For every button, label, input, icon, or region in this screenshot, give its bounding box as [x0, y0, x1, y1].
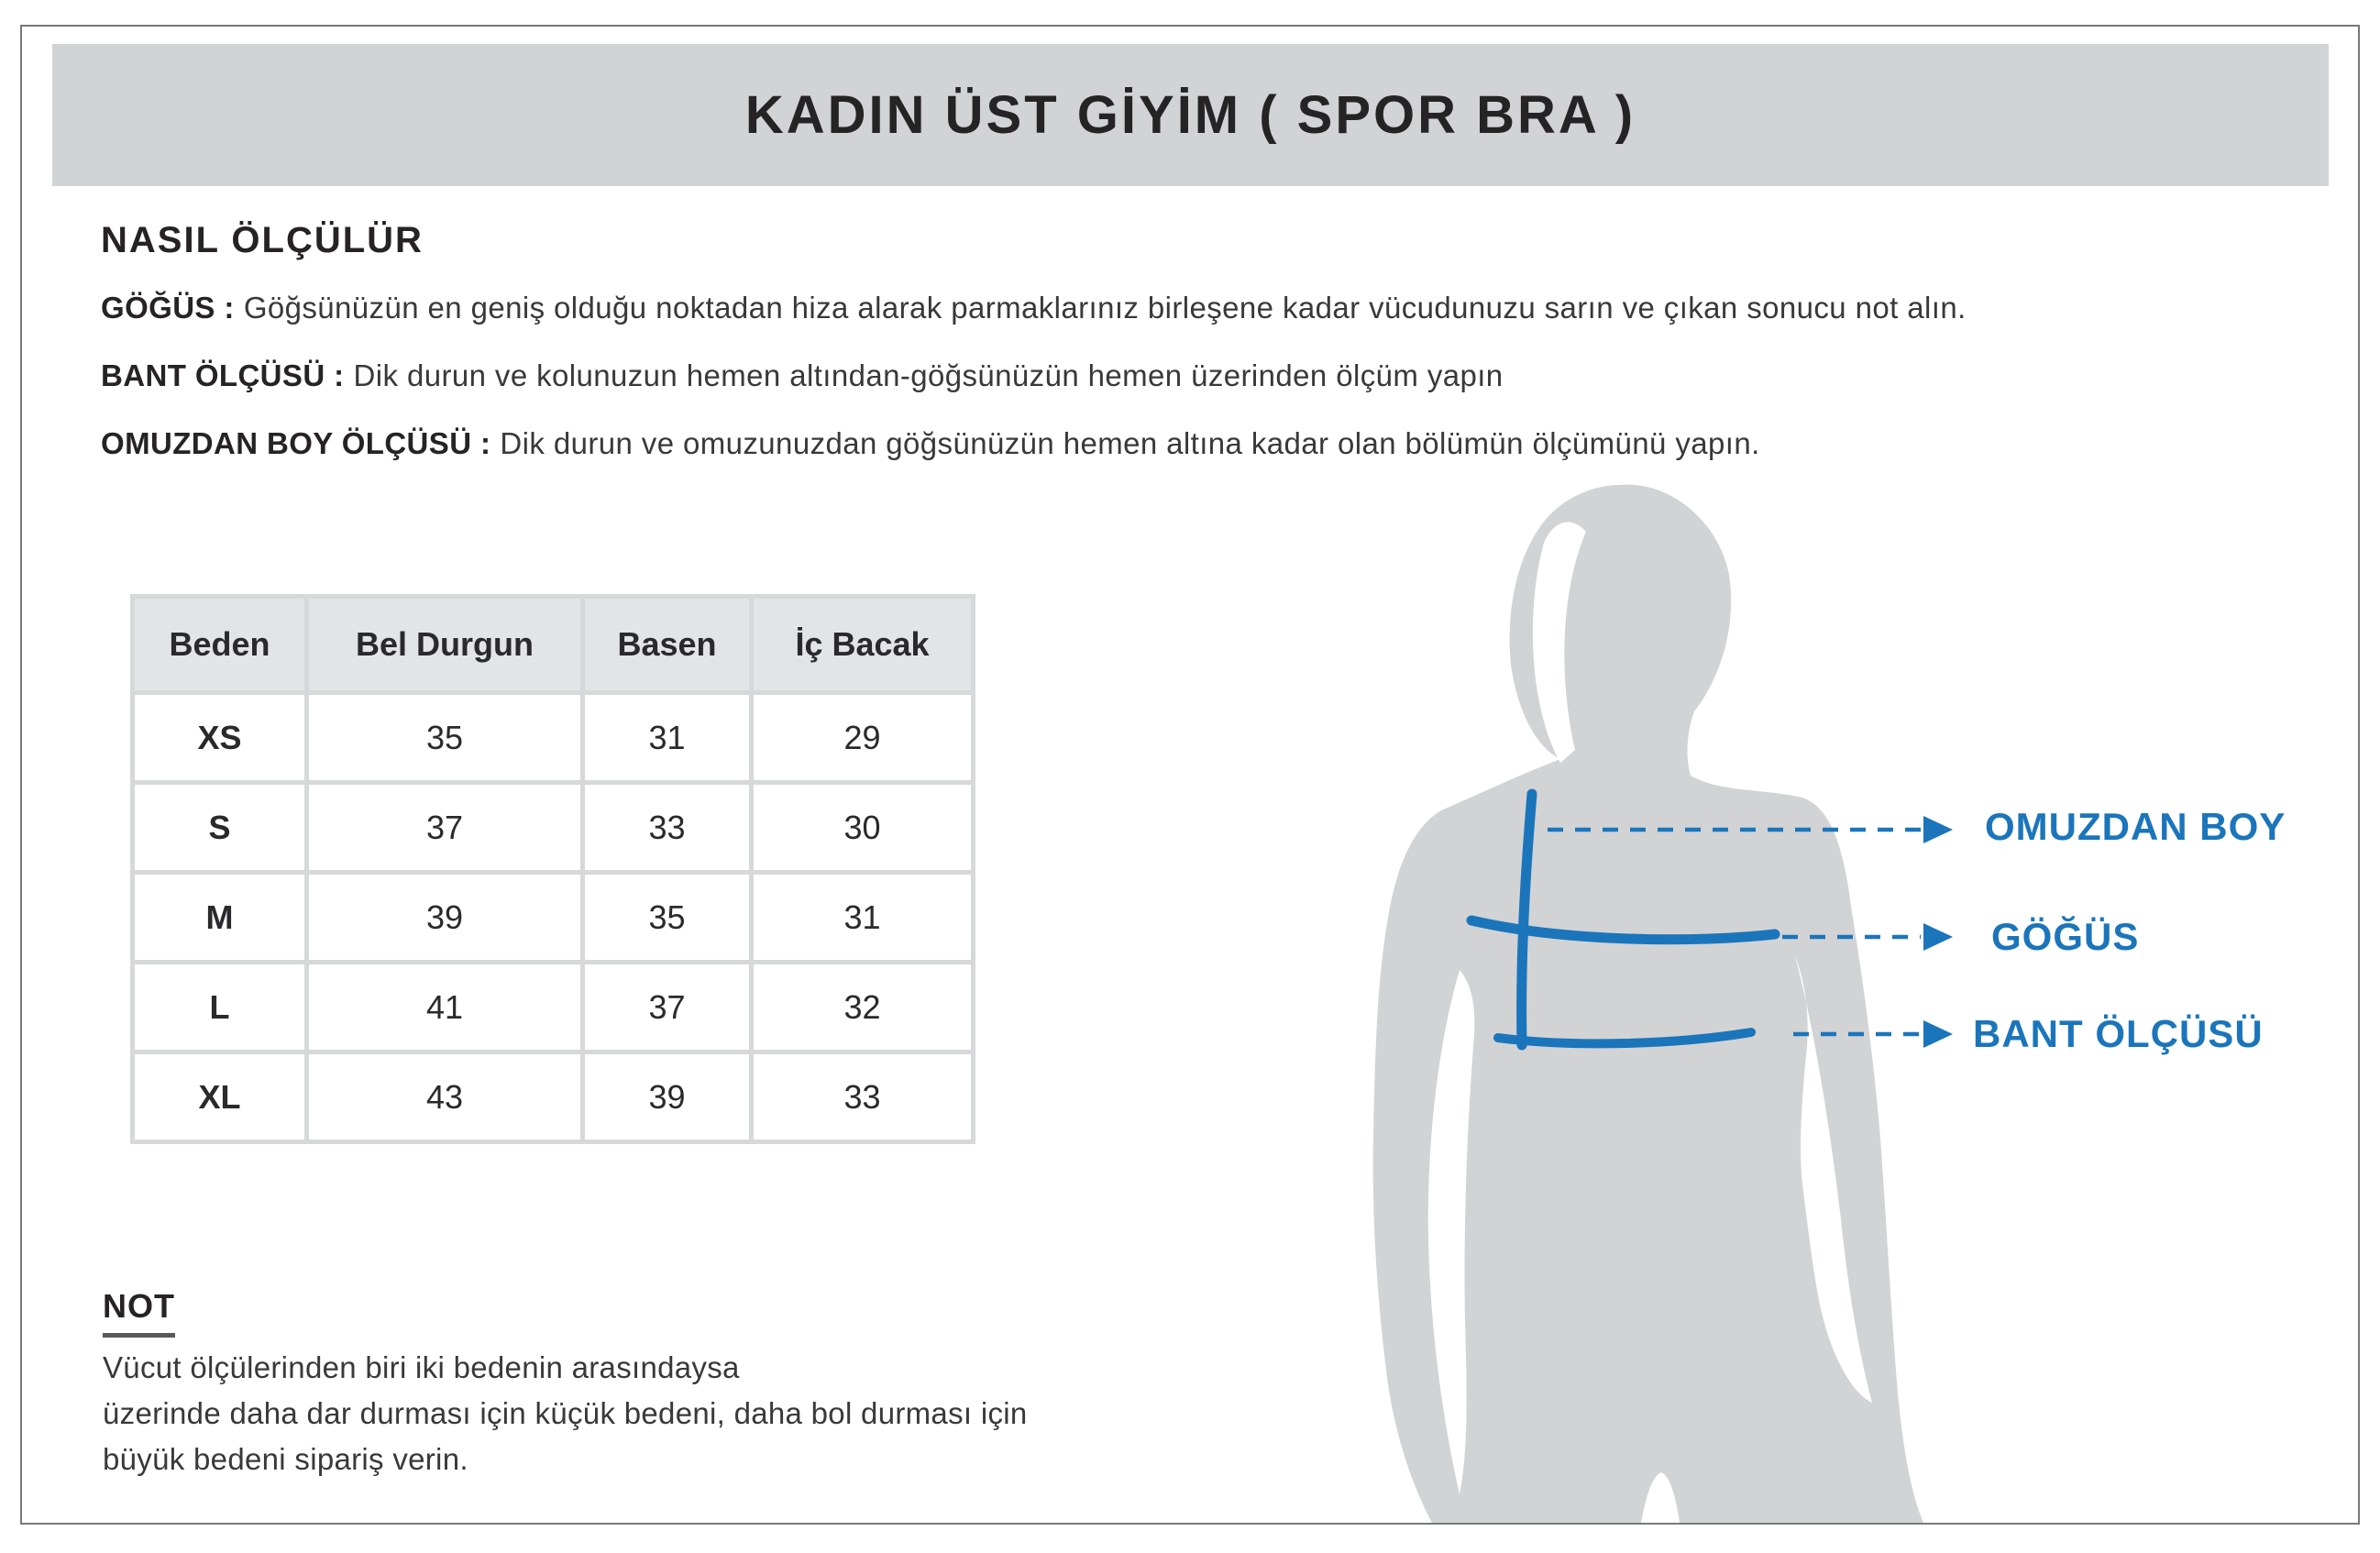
col-header-basen: Basen: [585, 599, 749, 690]
value-cell: 31: [754, 875, 971, 960]
label-gogus: GÖĞÜS: [1991, 915, 2140, 958]
instruction-band: BANT ÖLÇÜSÜ : Dik durun ve kolunuzun heme…: [101, 354, 2319, 398]
instruction-shoulder-length: OMUZDAN BOY ÖLÇÜSÜ : Dik durun ve omuzunu…: [101, 422, 2319, 466]
note-line: büyük bedeni sipariş verin.: [103, 1442, 468, 1476]
note-section: NOT Vücut ölçülerinden biri iki bedenin …: [103, 1287, 1386, 1482]
gogus-arrowhead: [1923, 923, 1953, 951]
value-cell: 43: [309, 1054, 580, 1140]
band-line: [1493, 1028, 1756, 1049]
size-cell: M: [135, 875, 304, 960]
value-cell: 39: [585, 1054, 749, 1140]
table-row: XS 35 31 29: [135, 695, 971, 780]
table-row: XL 43 39 33: [135, 1054, 971, 1140]
bant-olcusu-arrowhead: [1923, 1020, 1953, 1048]
table-row: S 37 33 30: [135, 785, 971, 870]
hair-gap-cutout: [1532, 522, 1586, 763]
note-line: Vücut ölçülerinden biri iki bedenin aras…: [103, 1350, 740, 1384]
label-bant-olcusu: BANT ÖLÇÜSÜ: [1973, 1012, 2264, 1055]
value-cell: 31: [585, 695, 749, 780]
value-cell: 32: [754, 964, 971, 1050]
size-cell: L: [135, 964, 304, 1050]
table-row: L 41 37 32: [135, 964, 971, 1050]
omuzdan-boy-arrowhead: [1923, 816, 1953, 843]
col-header-beden: Beden: [135, 599, 304, 690]
col-header-ic-bacak: İç Bacak: [754, 599, 971, 690]
size-table: Beden Bel Durgun Basen İç Bacak XS 35 31…: [130, 594, 975, 1144]
value-cell: 33: [585, 785, 749, 870]
value-cell: 37: [585, 964, 749, 1050]
left-arm-gap-cutout: [1427, 970, 1475, 1494]
title-bar: KADIN ÜST GİYİM ( SPOR BRA ): [52, 44, 2329, 186]
leg-notch-cutout: [1641, 1472, 1680, 1523]
instruction-chest: GÖĞÜS : Göğsünüzün en geniş olduğu noktad…: [101, 286, 2319, 330]
measurement-diagram: [1329, 440, 1971, 1523]
instruction-shoulder-length-term: OMUZDAN BOY ÖLÇÜSÜ :: [101, 426, 491, 460]
instruction-band-text: Dik durun ve kolunuzun hemen altından-gö…: [353, 358, 1504, 392]
instruction-band-term: BANT ÖLÇÜSÜ :: [101, 358, 345, 392]
how-to-measure-heading: NASIL ÖLÇÜLÜR: [101, 220, 424, 260]
chest-line: [1466, 915, 1780, 945]
value-cell: 29: [754, 695, 971, 780]
page-title: KADIN ÜST GİYİM ( SPOR BRA ): [744, 85, 1636, 145]
col-header-bel-durgun: Bel Durgun: [309, 599, 580, 690]
instruction-shoulder-length-text: Dik durun ve omuzunuzdan göğsünüzün heme…: [500, 426, 1760, 460]
page-border: [20, 25, 2360, 1525]
value-cell: 41: [309, 964, 580, 1050]
shoulder-length-line: [1516, 788, 1537, 1051]
right-arm-gap-cutout: [1795, 955, 1872, 1403]
measure-instructions: GÖĞÜS : Göğsünüzün en geniş olduğu noktad…: [101, 286, 2319, 490]
female-silhouette: [1372, 484, 1923, 1523]
note-heading: NOT: [103, 1287, 175, 1338]
value-cell: 35: [585, 875, 749, 960]
note-line: üzerinde daha dar durması için küçük bed…: [103, 1396, 1028, 1430]
value-cell: 33: [754, 1054, 971, 1140]
value-cell: 35: [309, 695, 580, 780]
value-cell: 30: [754, 785, 971, 870]
table-row: M 39 35 31: [135, 875, 971, 960]
label-omuzdan-boy: OMUZDAN BOY: [1985, 805, 2286, 848]
instruction-chest-text: Göğsünüzün en geniş olduğu noktadan hiza…: [243, 291, 1967, 325]
size-cell: XS: [135, 695, 304, 780]
instruction-chest-term: GÖĞÜS :: [101, 291, 235, 325]
value-cell: 37: [309, 785, 580, 870]
size-table-header-row: Beden Bel Durgun Basen İç Bacak: [135, 599, 971, 690]
female-silhouette-svg: [1372, 484, 1953, 1523]
size-cell: XL: [135, 1054, 304, 1140]
size-cell: S: [135, 785, 304, 870]
value-cell: 39: [309, 875, 580, 960]
